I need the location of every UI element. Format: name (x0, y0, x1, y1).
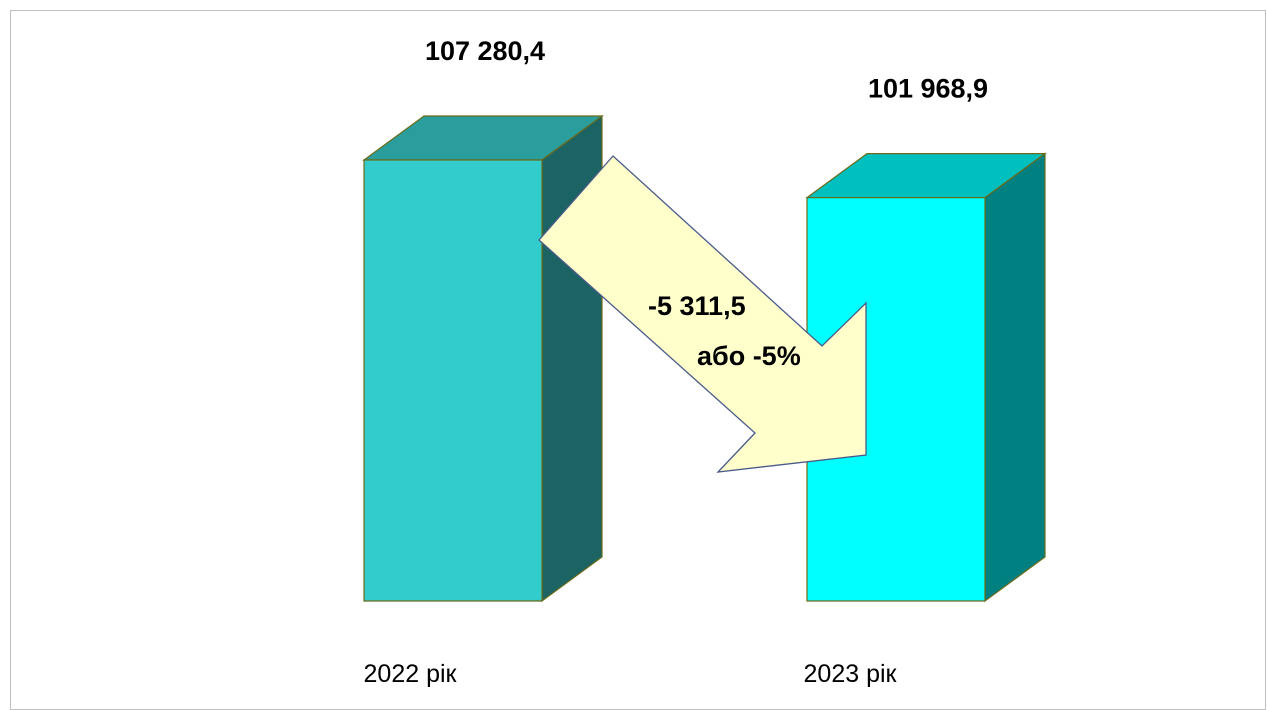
bar-side-face (984, 152, 1046, 603)
bar-2 (805, 152, 1047, 603)
decrease-arrow (538, 155, 867, 473)
chart-frame (10, 10, 1266, 710)
labels-group: 107 280,4 2022 рік 101 968,9 2023 рік (364, 36, 989, 688)
change-arrow-group: -5 311,5 або -5% (538, 155, 867, 473)
bar-value-label: 101 968,9 (868, 74, 988, 104)
change-percent-label: або -5% (697, 341, 801, 371)
change-value-label: -5 311,5 (648, 291, 746, 321)
bar-front-face (363, 159, 543, 602)
bar-1 (362, 114, 604, 603)
category-label: 2023 рік (804, 660, 898, 688)
bars-group (362, 114, 1047, 603)
bar-value-label: 107 280,4 (425, 36, 545, 66)
category-label: 2022 рік (364, 660, 458, 688)
bar-front-face (806, 197, 986, 602)
